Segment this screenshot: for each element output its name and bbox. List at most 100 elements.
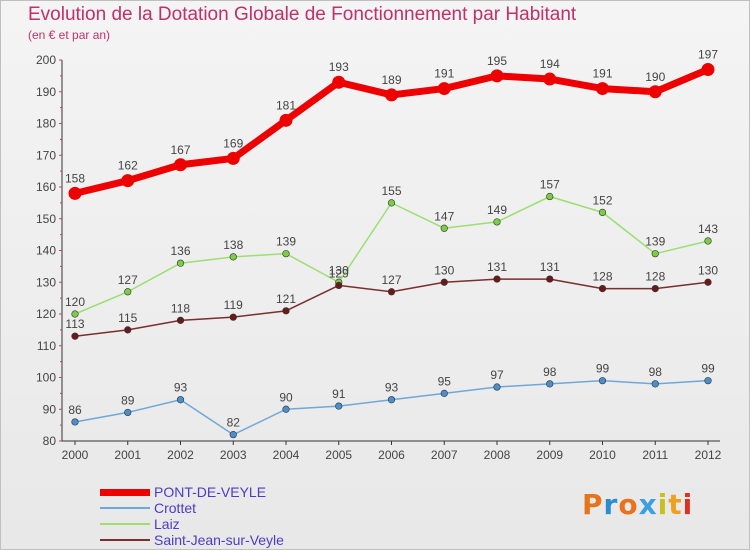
y-tick-label: 160 bbox=[36, 180, 56, 194]
data-label: 136 bbox=[170, 244, 190, 258]
series-line-0 bbox=[74, 66, 710, 197]
data-point bbox=[229, 313, 237, 321]
data-point bbox=[651, 380, 659, 388]
x-tick-label: 2010 bbox=[589, 448, 616, 462]
data-point bbox=[651, 285, 659, 293]
legend-swatch bbox=[100, 539, 150, 541]
data-label: 130 bbox=[698, 263, 718, 277]
y-tick-label: 110 bbox=[37, 339, 56, 353]
data-label: 158 bbox=[65, 171, 85, 185]
data-label: 147 bbox=[434, 209, 454, 223]
legend-item: PONT-DE-VEYLE bbox=[100, 484, 284, 500]
data-label: 93 bbox=[174, 381, 188, 395]
data-point bbox=[229, 431, 237, 439]
x-tick-label: 2011 bbox=[642, 448, 668, 462]
data-point bbox=[651, 250, 659, 258]
data-label: 149 bbox=[487, 203, 507, 217]
data-point bbox=[387, 199, 396, 207]
data-label: 191 bbox=[592, 67, 612, 81]
data-label: 189 bbox=[381, 73, 401, 87]
logo-letter: i bbox=[682, 488, 694, 521]
data-point bbox=[598, 377, 607, 385]
data-label: 120 bbox=[65, 295, 85, 309]
data-label: 98 bbox=[649, 365, 663, 379]
data-label: 181 bbox=[276, 98, 296, 112]
data-point bbox=[546, 275, 554, 283]
data-label: 155 bbox=[381, 184, 401, 198]
legend-label: PONT-DE-VEYLE bbox=[154, 484, 267, 500]
y-tick-label: 140 bbox=[36, 244, 56, 258]
x-tick-label: 2006 bbox=[378, 448, 405, 462]
data-point bbox=[335, 281, 343, 290]
data-label: 95 bbox=[438, 374, 452, 388]
data-point bbox=[546, 380, 554, 388]
x-tick-label: 2007 bbox=[431, 448, 458, 462]
data-point bbox=[704, 377, 712, 385]
data-label: 86 bbox=[68, 403, 82, 417]
data-point bbox=[68, 186, 82, 200]
data-point bbox=[176, 259, 185, 267]
data-point bbox=[282, 405, 290, 413]
data-label: 121 bbox=[276, 292, 296, 306]
y-tick-label: 90 bbox=[43, 402, 57, 416]
data-point bbox=[493, 383, 501, 391]
data-point bbox=[71, 418, 79, 426]
x-tick-label: 2009 bbox=[536, 448, 563, 462]
chart-title: Evolution de la Dotation Globale de Fonc… bbox=[28, 4, 577, 25]
x-tick-label: 2003 bbox=[220, 448, 247, 462]
data-point bbox=[121, 174, 135, 188]
data-label: 157 bbox=[540, 178, 560, 192]
data-point bbox=[387, 396, 396, 404]
data-label: 127 bbox=[118, 273, 138, 287]
data-point bbox=[440, 278, 448, 286]
data-label: 130 bbox=[434, 263, 454, 277]
proxiti-logo: Proxiti bbox=[582, 488, 693, 521]
data-point bbox=[279, 113, 293, 127]
data-label: 197 bbox=[698, 48, 718, 62]
data-point bbox=[71, 310, 79, 318]
data-label: 91 bbox=[332, 387, 346, 401]
legend-swatch bbox=[100, 507, 150, 509]
y-tick-label: 80 bbox=[43, 434, 57, 448]
data-point bbox=[704, 278, 712, 286]
data-label: 191 bbox=[434, 67, 454, 81]
data-point bbox=[124, 326, 132, 334]
data-label: 194 bbox=[540, 57, 560, 71]
data-point bbox=[282, 307, 290, 315]
x-tick-label: 2008 bbox=[484, 448, 511, 462]
data-label: 167 bbox=[170, 143, 190, 157]
data-label: 127 bbox=[381, 273, 401, 287]
data-point bbox=[598, 208, 607, 216]
data-label: 139 bbox=[645, 235, 665, 249]
y-tick-label: 180 bbox=[36, 117, 56, 131]
y-tick-label: 120 bbox=[36, 307, 56, 321]
legend-label: Saint-Jean-sur-Veyle bbox=[154, 532, 284, 548]
logo-letter: P bbox=[582, 488, 604, 521]
logo-letter: i bbox=[657, 488, 669, 521]
data-label: 90 bbox=[279, 390, 293, 404]
data-label: 113 bbox=[65, 317, 84, 331]
data-label: 97 bbox=[490, 368, 504, 382]
legend-item: Saint-Jean-sur-Veyle bbox=[100, 532, 284, 548]
data-point bbox=[440, 389, 448, 397]
data-point bbox=[598, 285, 607, 293]
data-label: 195 bbox=[487, 54, 507, 68]
x-tick-label: 2012 bbox=[695, 448, 722, 462]
legend-label: Laiz bbox=[154, 516, 180, 532]
data-point bbox=[229, 253, 237, 261]
legend-item: Laiz bbox=[100, 516, 284, 532]
data-point bbox=[176, 396, 185, 404]
data-label: 99 bbox=[596, 362, 610, 376]
legend-swatch bbox=[100, 488, 150, 496]
logo-letter: r bbox=[603, 488, 619, 521]
data-label: 138 bbox=[223, 238, 243, 252]
data-label: 128 bbox=[592, 270, 612, 284]
data-point bbox=[335, 402, 343, 410]
data-label: 169 bbox=[223, 136, 243, 150]
data-point bbox=[493, 275, 501, 283]
logo-letter: x bbox=[638, 488, 658, 521]
data-point bbox=[387, 288, 396, 296]
data-point bbox=[490, 69, 504, 83]
data-label: 143 bbox=[698, 222, 718, 236]
